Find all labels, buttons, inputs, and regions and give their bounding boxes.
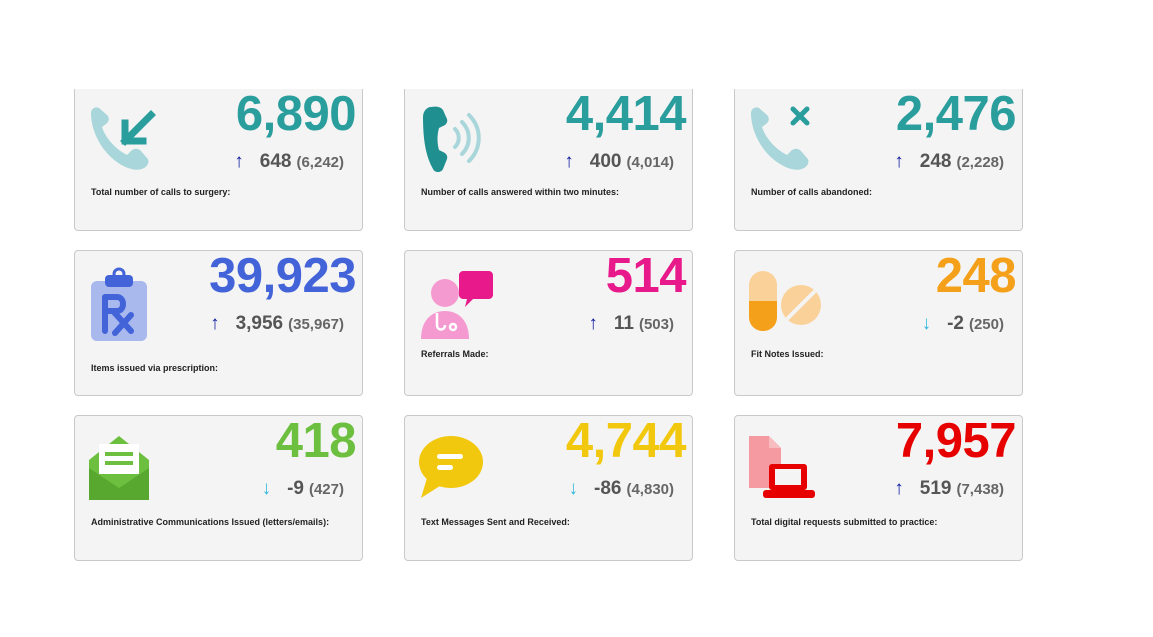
metric-label: Text Messages Sent and Received: <box>421 517 570 527</box>
metric-previous: (427) <box>309 481 344 498</box>
envelope-letter-icon <box>85 430 161 506</box>
prescription-clipboard-icon <box>85 267 161 343</box>
metric-change: ↓ -86 (4,830) <box>569 477 675 501</box>
card-digital-requests: 7,957 ↑ 519 (7,438) Total digital reques… <box>734 415 1023 561</box>
metric-delta: -2 <box>947 313 964 335</box>
metric-previous: (250) <box>969 316 1004 333</box>
laptop-document-icon <box>745 430 821 506</box>
arrow-down-icon: ↓ <box>569 479 579 499</box>
metric-delta: 3,956 <box>236 313 284 335</box>
metric-change: ↑ 3,956 (35,967) <box>210 312 344 336</box>
doctor-chat-icon <box>417 265 493 341</box>
phone-ringing-icon <box>415 101 491 177</box>
arrow-up-icon: ↑ <box>234 152 244 172</box>
card-text-messages: 4,744 ↓ -86 (4,830) Text Messages Sent a… <box>404 415 693 561</box>
arrow-up-icon: ↑ <box>894 479 904 499</box>
speech-bubble-icon <box>415 432 491 508</box>
metric-value: 4,414 <box>566 87 686 141</box>
metric-delta: 248 <box>920 151 952 173</box>
metric-previous: (4,830) <box>626 481 674 498</box>
card-prescriptions: 39,923 ↑ 3,956 (35,967) Items issued via… <box>74 250 363 396</box>
metric-value: 418 <box>276 414 356 468</box>
phone-missed-icon <box>745 101 821 177</box>
arrow-up-icon: ↑ <box>564 152 574 172</box>
arrow-up-icon: ↑ <box>894 152 904 172</box>
metric-delta: 648 <box>260 151 292 173</box>
card-fit-notes: 248 ↓ -2 (250) Fit Notes Issued: <box>734 250 1023 396</box>
metric-previous: (6,242) <box>296 154 344 171</box>
arrow-up-icon: ↑ <box>210 314 220 334</box>
metric-change: ↑ 400 (4,014) <box>564 150 674 174</box>
metric-value: 4,744 <box>566 414 686 468</box>
metric-value: 39,923 <box>209 249 356 303</box>
metric-change: ↑ 519 (7,438) <box>894 477 1004 501</box>
metric-previous: (4,014) <box>626 154 674 171</box>
metric-previous: (503) <box>639 316 674 333</box>
metric-delta: 400 <box>590 151 622 173</box>
metric-label: Referrals Made: <box>421 349 489 359</box>
metric-label: Total digital requests submitted to prac… <box>751 517 937 527</box>
metric-change: ↑ 248 (2,228) <box>894 150 1004 174</box>
metric-delta: -9 <box>287 478 304 500</box>
card-referrals: 514 ↑ 11 (503) Referrals Made: <box>404 250 693 396</box>
metric-value: 248 <box>936 249 1016 303</box>
phone-incoming-icon <box>85 101 161 177</box>
metric-delta: 11 <box>614 313 634 335</box>
metric-label: Total number of calls to surgery: <box>91 187 230 197</box>
metric-previous: (7,438) <box>956 481 1004 498</box>
arrow-up-icon: ↑ <box>588 314 598 334</box>
metric-change: ↓ -2 (250) <box>922 312 1004 336</box>
metric-label: Administrative Communications Issued (le… <box>91 517 329 527</box>
arrow-down-icon: ↓ <box>262 479 272 499</box>
metric-delta: 519 <box>920 478 952 500</box>
metric-previous: (2,228) <box>956 154 1004 171</box>
metric-change: ↑ 648 (6,242) <box>234 150 344 174</box>
metric-label: Number of calls answered within two minu… <box>421 187 619 197</box>
metric-value: 2,476 <box>896 87 1016 141</box>
card-admin-communications: 418 ↓ -9 (427) Administrative Communicat… <box>74 415 363 561</box>
metric-value: 514 <box>606 249 686 303</box>
metric-change: ↓ -9 (427) <box>262 477 344 501</box>
metric-label: Number of calls abandoned: <box>751 187 872 197</box>
pills-icon <box>745 267 821 343</box>
card-calls-answered: 4,414 ↑ 400 (4,014) Number of calls answ… <box>404 89 693 231</box>
metric-label: Items issued via prescription: <box>91 363 218 373</box>
metric-label: Fit Notes Issued: <box>751 349 824 359</box>
metric-value: 6,890 <box>236 87 356 141</box>
metric-delta: -86 <box>594 478 621 500</box>
card-calls-total: 6,890 ↑ 648 (6,242) Total number of call… <box>74 89 363 231</box>
metric-previous: (35,967) <box>288 316 344 333</box>
metric-change: ↑ 11 (503) <box>588 312 674 336</box>
card-calls-abandoned: 2,476 ↑ 248 (2,228) Number of calls aban… <box>734 89 1023 231</box>
arrow-down-icon: ↓ <box>922 314 932 334</box>
metric-value: 7,957 <box>896 414 1016 468</box>
